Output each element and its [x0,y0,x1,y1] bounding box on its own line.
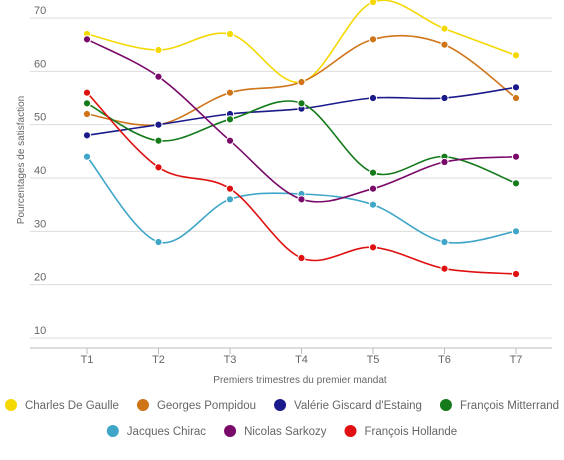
data-point [368,0,378,7]
data-point [440,157,449,167]
legend-item: Jacques Chirac [106,425,207,438]
y-tick-label: 70 [34,5,46,17]
legend-marker [439,399,452,411]
data-point [511,227,521,236]
y-tick-label: 60 [34,58,46,70]
legend-label: François Mitterrand [460,400,559,412]
data-point [368,200,378,209]
legend-label: Charles De Gaulle [25,400,119,412]
legend-item: Georges Pompidou [136,399,256,412]
y-tick-label: 40 [34,165,46,177]
data-point [440,24,449,33]
data-point [225,195,235,204]
series-line-6 [86,92,517,275]
x-tick-label: T5 [367,354,380,366]
x-tick-label: T2 [152,354,165,366]
legend-item: Charles De Gaulle [4,399,119,412]
legend-item: François Mitterrand [439,399,559,412]
data-point [440,93,449,103]
data-point [82,99,92,108]
data-point [511,83,521,92]
data-point [154,136,163,145]
y-axis-title: Pourcentages de satisfaction [16,96,27,224]
x-tick-label: T6 [438,354,451,366]
data-point [511,51,521,60]
y-tick-label: 10 [34,325,46,337]
x-tick-label: T4 [295,354,308,366]
x-tick-label: T3 [224,354,237,366]
data-point [154,163,163,172]
data-point [154,120,163,129]
series-points [82,0,521,279]
legend-label: Nicolas Sarkozy [244,426,327,438]
legend-label: François Hollande [365,426,458,438]
data-point [154,45,163,55]
data-point [511,269,521,279]
data-point [368,93,378,103]
data-point [440,237,449,247]
data-point [82,131,92,140]
data-point [440,264,449,273]
data-point [82,152,92,161]
x-tick-labels: T1 T2 T3 T4 T5 T6 T7 [81,348,523,366]
legend-item: Valérie Giscard d'Estaing [274,399,422,412]
data-point [368,243,378,252]
data-point [154,237,163,247]
gridlines [30,17,552,349]
x-axis-title: Premiers trimestres du premier mandat [213,375,387,386]
legend-marker [106,425,119,437]
y-tick-label: 50 [34,112,46,124]
data-point [511,179,521,188]
data-point [225,29,235,39]
data-point [82,109,92,119]
series-lines [86,0,517,275]
data-point [297,77,306,87]
legend-item: François Hollande [344,425,458,438]
data-point [511,93,521,103]
y-tick-label: 20 [34,272,46,284]
legend-item: Nicolas Sarkozy [224,425,327,438]
legend: Charles De Gaulle Georges Pompidou Valérie… [4,399,559,438]
data-point [225,88,235,97]
data-point [511,152,521,161]
data-point [82,88,92,97]
data-point [297,253,306,263]
legend-marker [224,425,237,437]
legend-marker [344,425,357,437]
data-point [225,136,235,145]
data-point [225,115,235,124]
data-point [368,168,378,177]
data-point [368,35,378,44]
y-tick-label: 30 [34,218,46,230]
data-point [82,35,92,44]
data-point [225,184,235,193]
data-point [368,184,378,193]
legend-label: Valérie Giscard d'Estaing [294,400,422,412]
series-line-0 [86,0,517,83]
legend-marker [4,399,17,411]
series-line-3 [86,100,517,185]
data-point [297,195,306,204]
data-point [154,72,163,81]
x-tick-label: T1 [81,354,94,366]
data-point [297,99,306,108]
x-tick-label: T7 [510,354,523,366]
legend-marker [274,399,287,411]
legend-marker [136,399,149,411]
y-tick-labels: 10 20 30 40 50 60 70 [34,5,46,337]
data-point [440,40,449,49]
legend-label: Jacques Chirac [127,426,207,438]
legend-label: Georges Pompidou [157,400,256,412]
